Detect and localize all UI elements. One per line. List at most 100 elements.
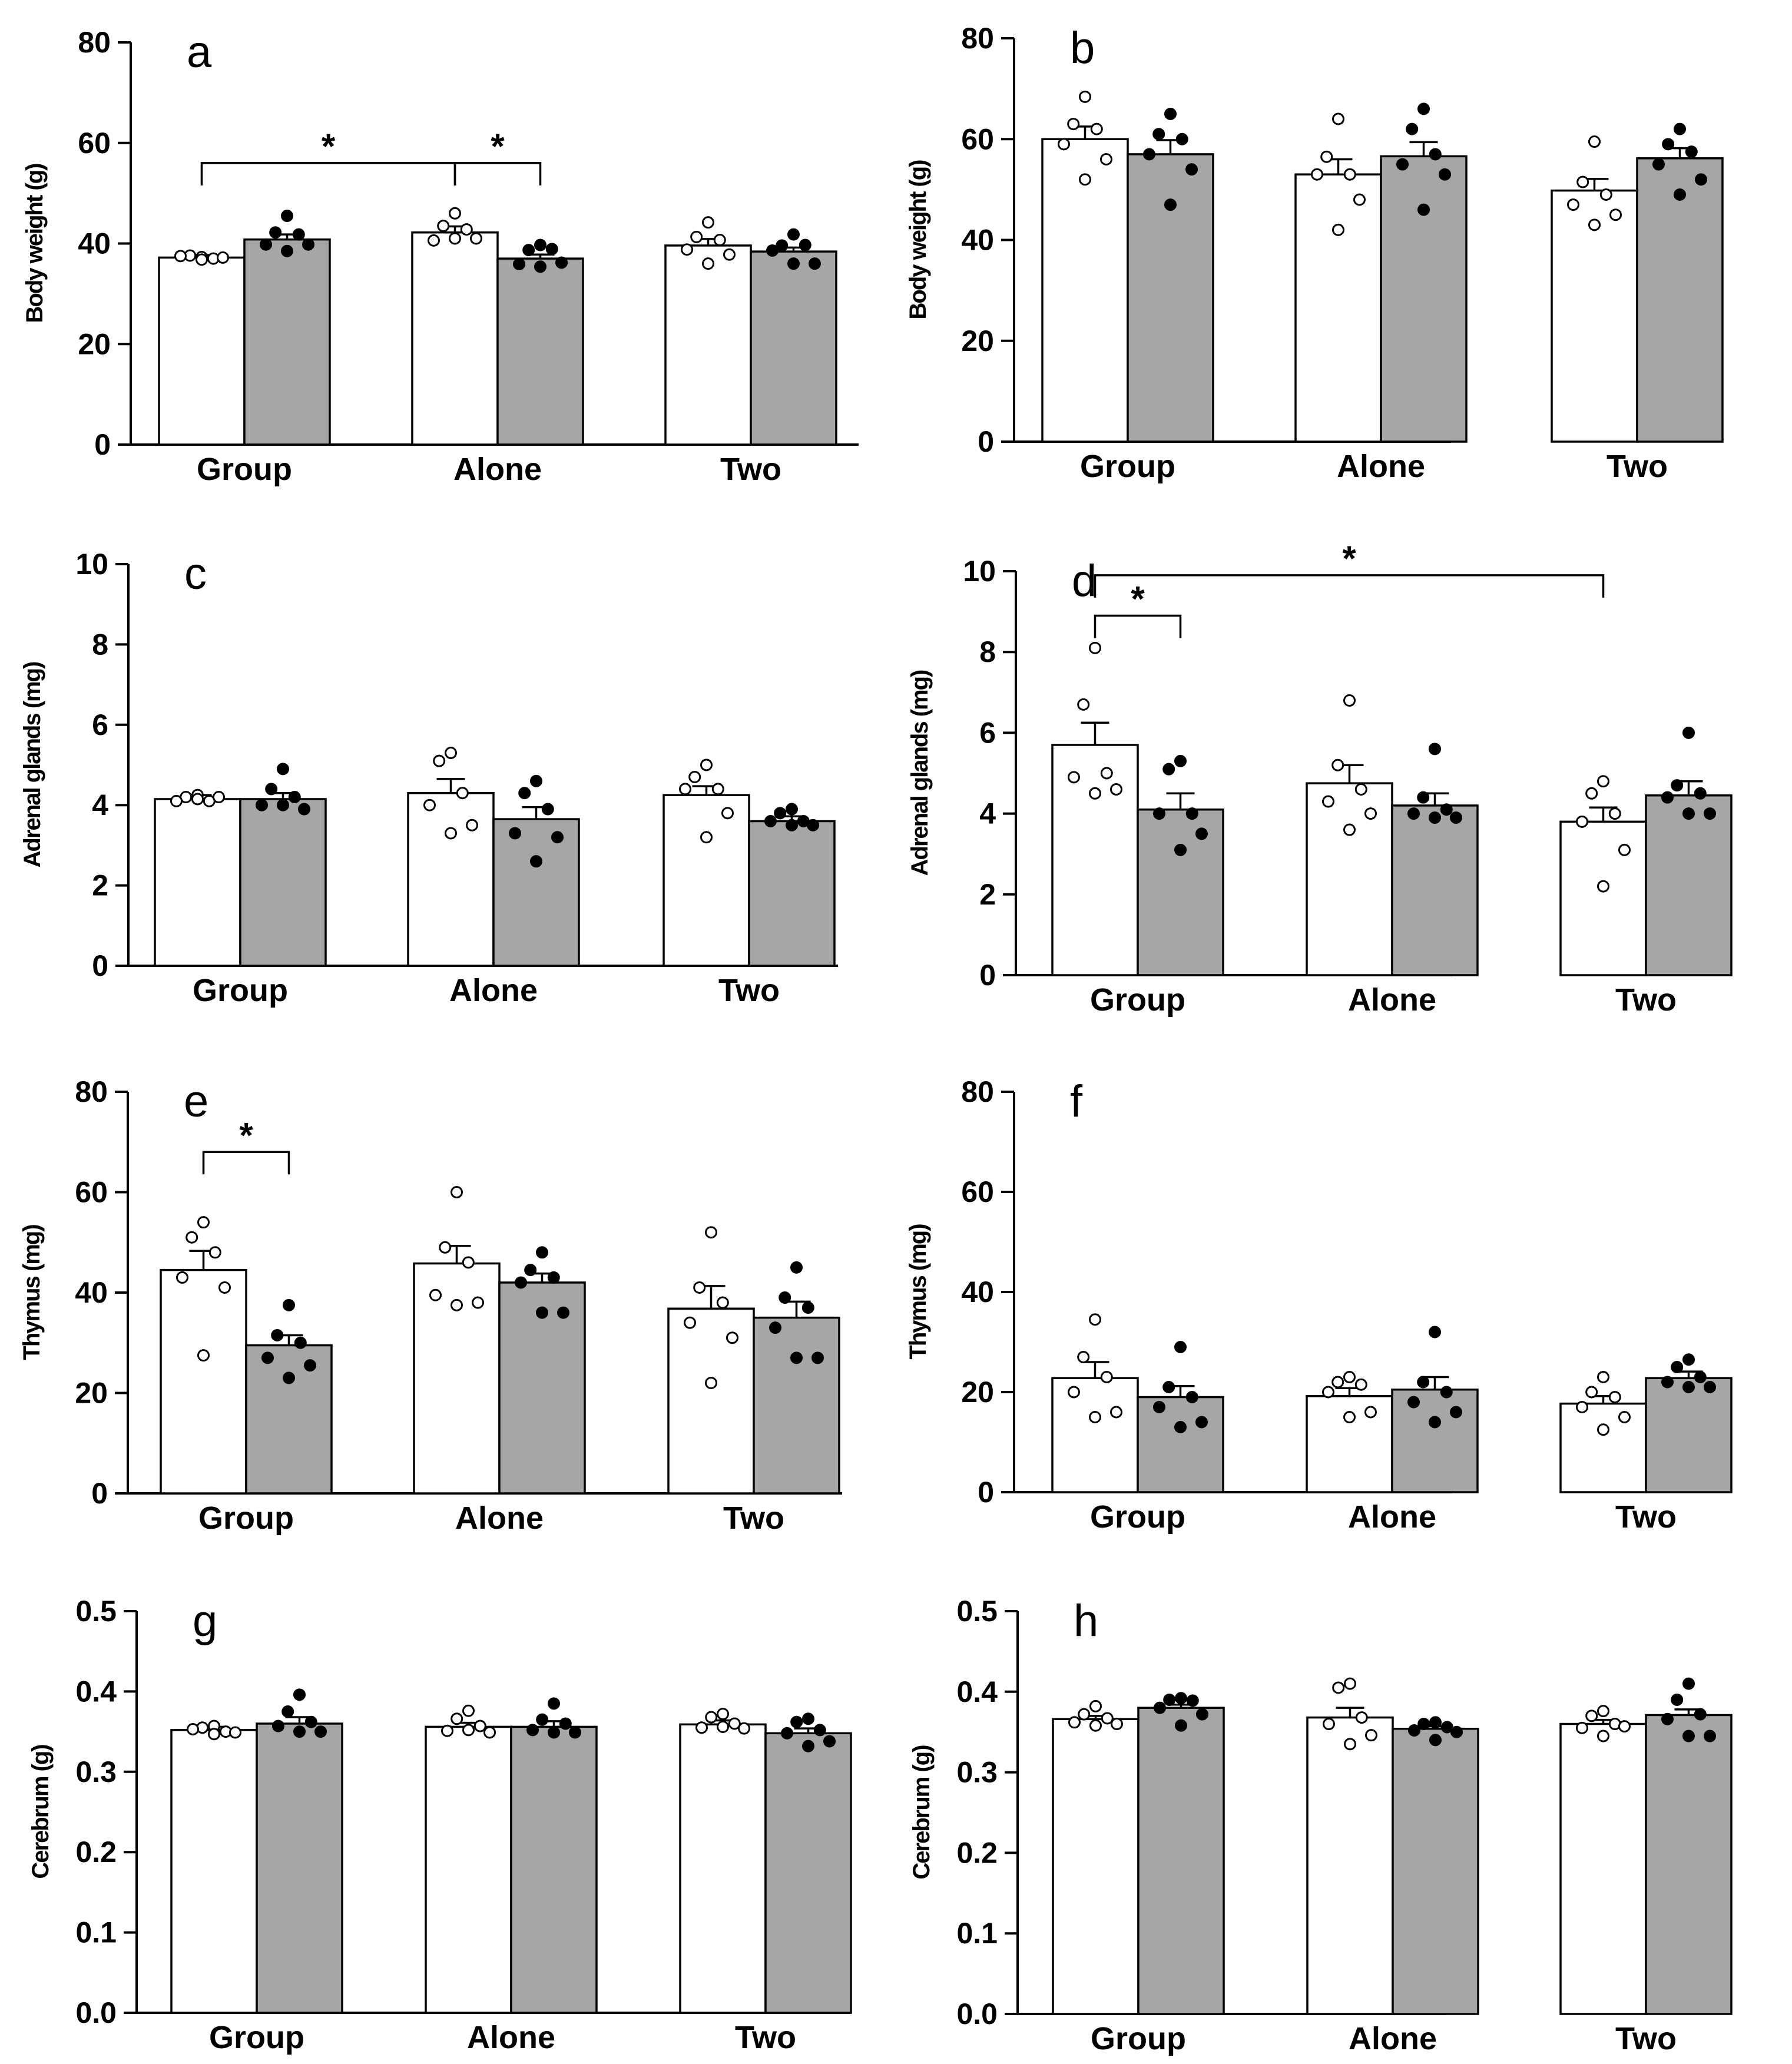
data-point-open — [462, 1256, 475, 1269]
data-point-open — [1597, 1423, 1609, 1436]
x-tick-label: Two — [720, 452, 781, 487]
data-point-open — [451, 1712, 463, 1725]
data-point-open — [1058, 138, 1070, 151]
bar-open — [158, 256, 246, 446]
data-point-filled — [790, 1351, 803, 1364]
bar-filled — [256, 1722, 343, 2014]
data-point-filled — [1186, 1694, 1199, 1707]
bar-filled — [492, 818, 580, 967]
data-point-open — [176, 1271, 188, 1284]
data-point-open — [473, 1720, 486, 1732]
y-tick-label: 4 — [92, 789, 108, 821]
bar-open — [154, 798, 241, 967]
data-point-open — [1343, 1411, 1356, 1423]
data-point-open — [1365, 1729, 1377, 1742]
bar-open — [407, 791, 495, 967]
y-tick-label: 0.2 — [956, 1836, 998, 1869]
bar-filled — [748, 820, 836, 967]
bar-open — [1559, 1402, 1647, 1493]
data-point-filled — [1185, 807, 1198, 820]
data-point-filled — [536, 1713, 549, 1726]
data-point-filled — [545, 243, 558, 256]
data-point-filled — [1408, 1724, 1420, 1737]
data-point-filled — [1671, 1693, 1684, 1706]
y-axis-title: Thymus (mg) — [905, 1224, 931, 1360]
bar-open — [1051, 744, 1139, 976]
data-point-open — [1364, 807, 1377, 820]
data-point-filled — [314, 1725, 327, 1738]
x-tick-label: Alone — [467, 2020, 555, 2055]
data-point-filled — [272, 1720, 284, 1732]
data-point-filled — [811, 1351, 824, 1364]
bar-filled — [764, 1732, 852, 2014]
data-point-filled — [1162, 1381, 1175, 1393]
data-point-open — [1343, 823, 1356, 836]
panel-letter: c — [184, 549, 207, 599]
significance-bracket — [1094, 614, 1182, 638]
data-point-filled — [766, 244, 779, 257]
y-tick-label: 0.5 — [75, 1595, 117, 1628]
data-point-open — [700, 758, 713, 771]
data-point-filled — [1440, 1386, 1453, 1399]
bar-filled — [1391, 1389, 1479, 1493]
data-point-open — [1100, 153, 1112, 165]
data-point-open — [1322, 795, 1334, 808]
data-point-filled — [1185, 163, 1198, 176]
data-point-open — [1089, 1411, 1101, 1423]
panel-c: 0 2 4 6 8 10 Adrenal glands (mg) c Group Alone Two — [19, 548, 838, 1008]
data-point-open — [1111, 1718, 1123, 1731]
data-point-open — [451, 1298, 463, 1311]
data-point-open — [170, 794, 183, 807]
data-point-filled — [265, 783, 278, 796]
data-point-open — [700, 831, 713, 844]
data-point-open — [483, 1726, 496, 1739]
bar-open — [1051, 1377, 1139, 1493]
panel-b: 0 20 40 60 80 Body weight (g) b Group Alone Two — [905, 22, 1724, 484]
bar-open — [160, 1268, 247, 1495]
data-point-filled — [1652, 158, 1665, 171]
y-tick-label: 8 — [92, 628, 108, 661]
data-point-filled — [1682, 726, 1695, 739]
significance-star: * — [239, 1115, 253, 1155]
y-tick-label: 0 — [91, 1477, 108, 1510]
y-tick-label: 0.0 — [75, 1996, 117, 2029]
x-tick-label: Alone — [1348, 1499, 1436, 1535]
data-point-filled — [1429, 811, 1441, 824]
y-tick-label: 40 — [961, 224, 994, 257]
bar-filled — [1127, 153, 1214, 443]
panel-f: 0 20 40 60 80 Thymus (mg) f Group Alone Two — [905, 1075, 1733, 1535]
data-point-filled — [283, 1371, 295, 1384]
data-point-open — [738, 1722, 750, 1735]
data-point-open — [1332, 112, 1344, 125]
y-tick-label: 60 — [961, 122, 994, 155]
data-point-open — [1067, 118, 1080, 131]
y-axis-title: Cerebrum (g) — [909, 1745, 935, 1880]
data-point-filled — [764, 814, 777, 827]
data-point-open — [466, 819, 478, 831]
data-point-filled — [1185, 1391, 1198, 1403]
data-point-filled — [1429, 148, 1442, 161]
data-point-open — [191, 793, 204, 806]
y-tick-label: 0.1 — [956, 1917, 998, 1950]
y-tick-label: 20 — [961, 324, 994, 357]
data-point-open — [1332, 223, 1344, 236]
data-point-open — [1323, 1718, 1335, 1731]
data-point-open — [1597, 1371, 1609, 1383]
y-tick-label: 0 — [978, 1476, 994, 1509]
data-point-filled — [555, 256, 568, 269]
data-point-open — [1355, 1711, 1368, 1724]
data-point-filled — [1175, 1719, 1187, 1732]
data-point-filled — [269, 226, 282, 239]
data-point-open — [437, 220, 450, 233]
data-point-filled — [1661, 1376, 1674, 1389]
panel-letter: f — [1070, 1076, 1083, 1127]
data-point-filled — [530, 855, 542, 868]
data-point-filled — [304, 1715, 317, 1728]
data-point-filled — [1429, 1716, 1442, 1729]
data-point-open — [717, 1708, 729, 1721]
bar-open — [170, 1729, 258, 2014]
data-point-filled — [1152, 128, 1165, 141]
data-point-filled — [1175, 132, 1188, 145]
data-point-open — [445, 747, 457, 760]
x-tick-label: Two — [723, 1500, 784, 1536]
